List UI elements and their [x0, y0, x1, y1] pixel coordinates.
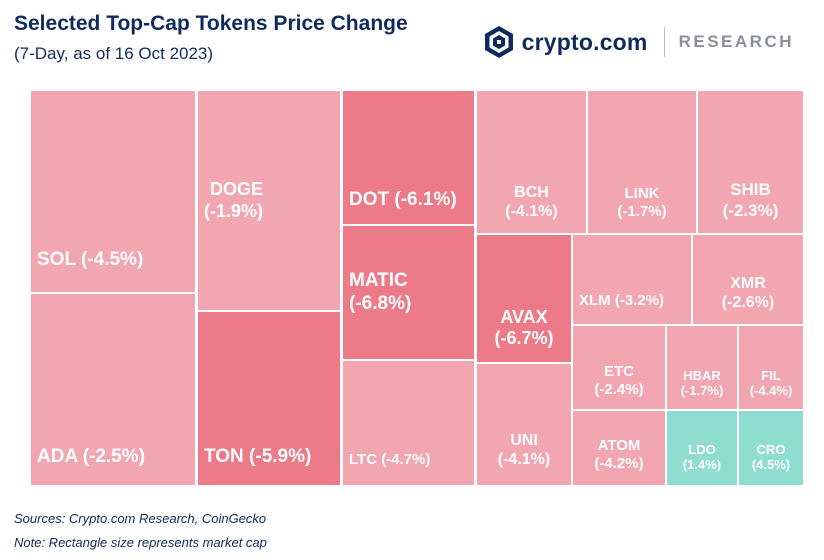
tile-ada: ADA (-2.5%)	[29, 292, 197, 487]
tile-label: SHIB (-2.3%)	[722, 180, 779, 220]
tile-fil: FIL (-4.4%)	[737, 324, 805, 411]
market-cap-note: Note: Rectangle size represents market c…	[14, 535, 267, 550]
brand-divider	[663, 27, 665, 57]
chart-title: Selected Top-Cap Tokens Price Change	[14, 12, 408, 35]
tile-label: DOT (-6.1%)	[349, 189, 457, 211]
tile-ldo: LDO (1.4%)	[665, 409, 739, 487]
tile-dot: DOT (-6.1%)	[341, 89, 476, 226]
tile-label: BCH (-4.1%)	[505, 183, 558, 220]
sources-note: Sources: Crypto.com Research, CoinGecko	[14, 511, 267, 526]
tile-label: MATIC (-6.8%)	[349, 269, 412, 314]
crypto-com-shield-icon	[484, 26, 513, 58]
tile-atom: ATOM (-4.2%)	[571, 409, 667, 487]
tile-ton: TON (-5.9%)	[196, 310, 342, 487]
tile-sol: SOL (-4.5%)	[29, 89, 197, 294]
tile-hbar: HBAR (-1.7%)	[665, 324, 739, 411]
tile-label: LDO (1.4%)	[682, 441, 722, 473]
tile-label: ETC (-2.4%)	[594, 363, 644, 398]
tile-label: LTC (-4.7%)	[349, 451, 431, 468]
tile-label: UNI (-4.1%)	[497, 431, 551, 468]
tile-uni: UNI (-4.1%)	[475, 362, 573, 487]
tile-label: AVAX (-6.7%)	[494, 306, 554, 349]
tile-label: HBAR (-1.7%)	[680, 367, 724, 399]
tile-bch: BCH (-4.1%)	[475, 89, 588, 235]
tile-label: CRO (4.5%)	[751, 441, 791, 473]
tile-shib: SHIB (-2.3%)	[696, 89, 805, 235]
tile-label: FIL (-4.4%)	[749, 367, 793, 399]
tile-xlm: XLM (-3.2%)	[571, 233, 693, 326]
tile-label: LINK (-1.7%)	[617, 185, 667, 220]
brand-subtitle: RESEARCH	[678, 32, 794, 51]
tile-label: SOL (-4.5%)	[37, 249, 144, 271]
tile-label: TON (-5.9%)	[204, 446, 312, 468]
tile-avax: AVAX (-6.7%)	[475, 233, 573, 364]
tile-xmr: XMR (-2.6%)	[691, 233, 805, 326]
tile-label: DOGE (-1.9%)	[204, 178, 264, 221]
tile-label: ATOM (-4.2%)	[594, 437, 644, 472]
tile-label: XMR (-2.6%)	[721, 274, 775, 311]
tile-etc: ETC (-2.4%)	[571, 324, 667, 411]
brand-name: crypto.com	[521, 28, 648, 55]
tile-link: LINK (-1.7%)	[586, 89, 698, 235]
tile-label: ADA (-2.5%)	[37, 446, 146, 468]
tile-doge: DOGE (-1.9%)	[196, 89, 342, 312]
tile-ltc: LTC (-4.7%)	[341, 359, 476, 487]
brand-logo-group: crypto.com RESEARCH	[484, 22, 794, 62]
tile-label: XLM (-3.2%)	[579, 292, 665, 309]
tile-matic: MATIC (-6.8%)	[341, 224, 476, 361]
tile-cro: CRO (4.5%)	[737, 409, 805, 487]
chart-subtitle: (7-Day, as of 16 Oct 2023)	[14, 44, 214, 63]
